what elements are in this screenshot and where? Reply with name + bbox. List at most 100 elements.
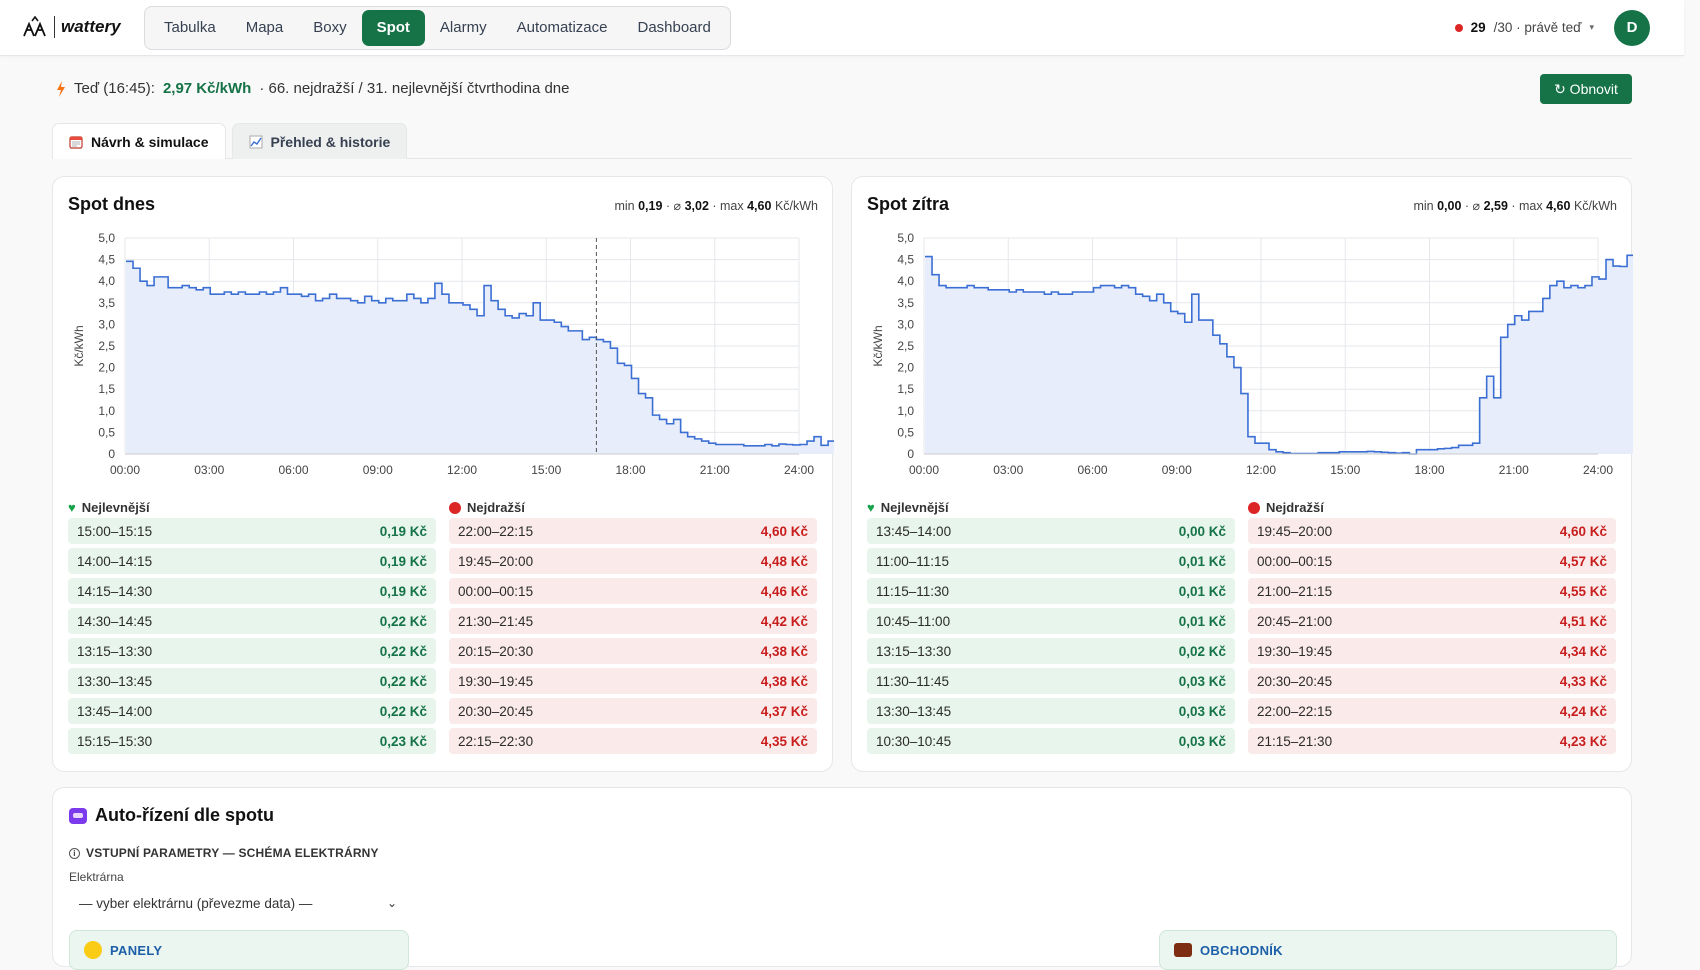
- time-range: 11:00–11:15: [876, 553, 950, 569]
- price-value: 4,60 Kč: [1559, 523, 1607, 539]
- price-row: 14:30–14:45 0,22 Kč: [68, 608, 436, 634]
- panels-section[interactable]: PANELY: [69, 930, 409, 970]
- tab-design-simulation[interactable]: Návrh & simulace: [52, 123, 226, 159]
- tab-overview-history[interactable]: Přehled & historie: [231, 123, 408, 159]
- nav-item-tabulka[interactable]: Tabulka: [164, 19, 216, 36]
- time-range: 13:45–14:00: [876, 523, 952, 539]
- price-value: 0,22 Kč: [379, 643, 427, 659]
- price-value: 0,01 Kč: [1178, 553, 1226, 569]
- price-value: 4,51 Kč: [1559, 613, 1607, 629]
- y-axis-label: Kč/kWh: [72, 325, 86, 366]
- nav-item-mapa[interactable]: Mapa: [245, 19, 284, 36]
- card-title: Auto-řízení dle spotu: [69, 805, 274, 826]
- y-axis-label: Kč/kWh: [871, 325, 885, 366]
- price-value: 4,33 Kč: [1559, 673, 1607, 689]
- price-value: 0,01 Kč: [1178, 613, 1226, 629]
- y-tick-label: 1,5: [98, 382, 115, 396]
- y-tick-label: 4,5: [897, 253, 914, 267]
- price-value: 4,42 Kč: [760, 613, 808, 629]
- time-range: 14:15–14:30: [77, 583, 153, 599]
- price-value: 0,22 Kč: [379, 613, 427, 629]
- time-range: 13:30–13:45: [77, 673, 153, 689]
- cheapest-list: 15:00–15:15 0,19 Kč 14:00–14:15 0,19 Kč 14:1…: [68, 518, 436, 758]
- price-value: 0,23 Kč: [379, 733, 427, 749]
- y-tick-label: 0,5: [897, 425, 914, 439]
- x-tick-label: 06:00: [1077, 463, 1107, 477]
- y-tick-label: 4,0: [98, 274, 115, 288]
- x-tick-label: 12:00: [447, 463, 477, 477]
- y-tick-label: 3,0: [897, 317, 914, 331]
- price-row: 20:15–20:30 4,38 Kč: [449, 638, 817, 664]
- price-row: 20:30–20:45 4,33 Kč: [1248, 668, 1616, 694]
- chart-icon: [249, 135, 262, 148]
- cheapest-list: 13:45–14:00 0,00 Kč 11:00–11:15 0,01 Kč 11:1…: [867, 518, 1235, 758]
- price-value: 0,03 Kč: [1178, 733, 1226, 749]
- nav-item-spot[interactable]: Spot: [361, 10, 425, 46]
- logo[interactable]: wattery: [22, 16, 121, 38]
- price-row: 20:30–20:45 4,37 Kč: [449, 698, 817, 724]
- y-tick-label: 3,0: [98, 317, 115, 331]
- time-range: 13:45–14:00: [77, 703, 153, 719]
- spot-tomorrow-card: Spot zítra min 0,00 · ⌀ 2,59 · max 4,60 …: [851, 176, 1633, 772]
- logo-text: wattery: [61, 17, 121, 36]
- price-row: 13:45–14:00 0,22 Kč: [68, 698, 436, 724]
- nav-item-boxy[interactable]: Boxy: [313, 19, 347, 36]
- avatar[interactable]: D: [1614, 10, 1650, 46]
- price-row: 10:30–10:45 0,03 Kč: [867, 728, 1235, 754]
- y-tick-label: 4,5: [98, 253, 115, 267]
- time-range: 10:45–11:00: [876, 613, 951, 629]
- x-tick-label: 24:00: [784, 463, 814, 477]
- nav-item-dashboard[interactable]: Dashboard: [637, 19, 711, 36]
- time-range: 19:45–20:00: [1257, 523, 1333, 539]
- price-row: 21:30–21:45 4,42 Kč: [449, 608, 817, 634]
- time-range: 20:30–20:45: [458, 703, 534, 719]
- time-range: 15:15–15:30: [77, 733, 153, 749]
- time-range: 22:15–22:30: [458, 733, 534, 749]
- tab-label: Přehled & historie: [270, 133, 391, 150]
- x-tick-label: 09:00: [363, 463, 393, 477]
- red-circle-icon: [1248, 501, 1260, 514]
- y-tick-label: 5,0: [897, 231, 914, 245]
- price-value: 0,00 Kč: [1178, 523, 1226, 539]
- y-tick-label: 2,0: [897, 361, 914, 375]
- price-value: 0,01 Kč: [1178, 583, 1226, 599]
- caret-down-icon: ▾: [1589, 22, 1594, 32]
- price-value: 4,55 Kč: [1559, 583, 1607, 599]
- price-value: 4,57 Kč: [1559, 553, 1607, 569]
- time-range: 10:30–10:45: [876, 733, 952, 749]
- time-range: 00:00–00:15: [458, 583, 534, 599]
- now-prefix: Teď (16:45):: [74, 80, 155, 97]
- sun-icon: [84, 941, 102, 959]
- x-tick-label: 03:00: [993, 463, 1023, 477]
- expensive-list: 19:45–20:00 4,60 Kč 00:00–00:15 4,57 Kč 21:0…: [1248, 518, 1616, 758]
- chevron-down-icon: ⌄: [386, 896, 397, 910]
- refresh-button[interactable]: ↻ Obnovit: [1540, 74, 1632, 104]
- plant-select[interactable]: — vyber elektrárnu (převezme data) — ⌄: [79, 895, 397, 911]
- time-range: 14:00–14:15: [77, 553, 153, 569]
- expensive-header: Nejdražší: [449, 500, 525, 515]
- y-tick-label: 2,0: [98, 361, 115, 375]
- price-value: 4,34 Kč: [1559, 643, 1607, 659]
- time-range: 21:15–21:30: [1257, 733, 1333, 749]
- price-row: 13:30–13:45 0,03 Kč: [867, 698, 1235, 724]
- price-value: 0,02 Kč: [1178, 643, 1226, 659]
- lightning-icon: [57, 80, 65, 97]
- price-row: 22:15–22:30 4,35 Kč: [449, 728, 817, 754]
- y-tick-label: 1,0: [98, 404, 115, 418]
- price-row: 14:15–14:30 0,19 Kč: [68, 578, 436, 604]
- time-range: 20:30–20:45: [1257, 673, 1333, 689]
- nav-item-alarmy[interactable]: Alarmy: [439, 19, 487, 36]
- status-indicator[interactable]: 29 /30 · právě teď ▾: [1454, 20, 1594, 35]
- trader-section[interactable]: OBCHODNÍK: [1159, 930, 1617, 970]
- price-row: 13:30–13:45 0,22 Kč: [68, 668, 436, 694]
- y-tick-label: 1,5: [897, 382, 914, 396]
- y-tick-label: 2,5: [897, 339, 914, 353]
- price-row: 22:00–22:15 4,60 Kč: [449, 518, 817, 544]
- nav-item-automatizace[interactable]: Automatizace: [516, 19, 608, 36]
- calendar-icon: [69, 135, 83, 149]
- y-tick-label: 0: [907, 447, 914, 461]
- x-tick-label: 06:00: [278, 463, 308, 477]
- time-range: 13:15–13:30: [77, 643, 153, 659]
- time-range: 20:15–20:30: [458, 643, 534, 659]
- logo-divider: [54, 16, 55, 38]
